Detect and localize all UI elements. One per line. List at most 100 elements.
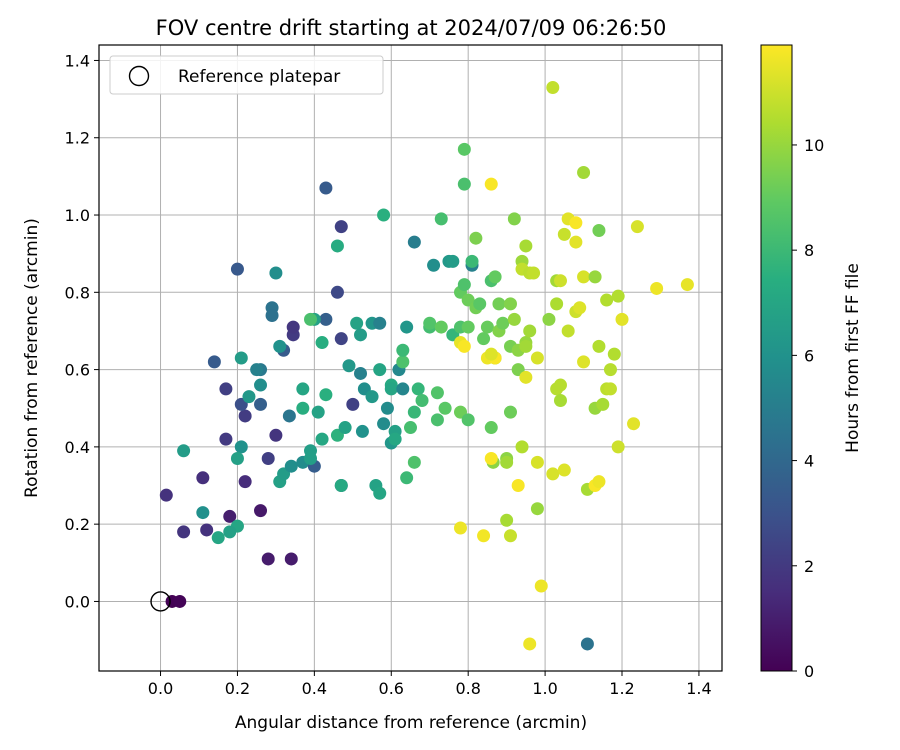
data-point <box>282 409 296 423</box>
y-tick-label: 0.8 <box>65 283 90 302</box>
data-point <box>377 208 391 222</box>
data-point <box>507 212 521 226</box>
data-point <box>400 320 414 334</box>
data-point <box>319 312 333 326</box>
data-point <box>484 177 498 191</box>
data-point <box>496 316 510 330</box>
data-point <box>254 378 268 392</box>
x-tick-label: 0.4 <box>302 679 327 698</box>
data-point <box>400 471 414 485</box>
data-point <box>250 363 264 377</box>
data-point <box>304 312 318 326</box>
data-point <box>627 417 641 431</box>
data-point <box>234 440 248 454</box>
data-point <box>523 637 537 651</box>
colorbar-tick-label: 2 <box>804 557 814 576</box>
legend-entry-reference-platepar: Reference platepar <box>178 67 340 87</box>
data-point <box>469 231 483 245</box>
y-tick-label: 1.0 <box>65 206 90 225</box>
data-point <box>238 409 252 423</box>
data-point <box>254 504 268 518</box>
data-point <box>159 488 173 502</box>
data-point <box>273 339 287 353</box>
data-point <box>492 297 506 311</box>
data-point <box>477 332 491 346</box>
data-point <box>519 339 533 353</box>
data-point <box>350 316 364 330</box>
x-tick-label: 0.6 <box>379 679 404 698</box>
data-point <box>569 235 583 249</box>
x-axis-label: Angular distance from reference (arcmin) <box>235 713 587 733</box>
data-point <box>530 502 544 516</box>
data-point <box>519 370 533 384</box>
data-point <box>200 523 214 537</box>
data-point <box>269 266 283 280</box>
data-point <box>396 382 410 396</box>
data-point <box>334 220 348 234</box>
data-point <box>500 513 514 527</box>
data-point <box>338 421 352 435</box>
data-point <box>261 451 275 465</box>
data-point <box>434 212 448 226</box>
data-point <box>473 297 487 311</box>
data-point <box>484 421 498 435</box>
data-point <box>284 459 298 473</box>
data-point <box>261 552 275 566</box>
data-point <box>542 312 556 326</box>
axis-ticks: 0.0 0.2 0.4 0.6 0.8 1.0 1.2 1.4 0.0 0.2 0.4 0.6 0.8 1… <box>65 51 712 698</box>
x-tick-label: 0.8 <box>455 679 480 698</box>
y-tick-label: 0.6 <box>65 361 90 380</box>
data-point <box>238 475 252 489</box>
y-tick-label: 0.4 <box>65 438 90 457</box>
data-point <box>480 320 494 334</box>
colorbar-tick-label: 0 <box>804 662 814 681</box>
colorbar: 0 2 4 6 8 10 Hours from first FF file <box>760 44 863 681</box>
data-point <box>330 285 344 299</box>
data-point <box>611 289 625 303</box>
data-point <box>427 258 441 272</box>
data-point <box>311 405 325 419</box>
data-point <box>553 378 567 392</box>
data-point <box>269 428 283 442</box>
y-tick-label: 1.2 <box>65 129 90 148</box>
data-point <box>342 359 356 373</box>
data-point <box>354 366 368 380</box>
data-point <box>446 254 460 268</box>
data-point <box>223 525 237 539</box>
data-point <box>457 177 471 191</box>
chart-title: FOV centre drift starting at 2024/07/09 … <box>156 16 667 40</box>
y-axis-label: Rotation from reference (arcmin) <box>22 218 42 498</box>
data-point <box>430 413 444 427</box>
data-point <box>457 278 471 292</box>
data-points <box>150 81 694 651</box>
data-point <box>384 382 398 396</box>
y-tick-label: 0.2 <box>65 515 90 534</box>
data-point <box>503 405 517 419</box>
data-point <box>423 316 437 330</box>
data-point <box>177 444 191 458</box>
data-point <box>592 223 606 237</box>
colorbar-gradient <box>760 44 793 672</box>
data-point <box>477 529 491 543</box>
colorbar-tick-label: 8 <box>804 241 814 260</box>
data-point <box>453 521 467 535</box>
data-point <box>546 81 560 95</box>
data-point <box>507 312 521 326</box>
data-point <box>223 509 237 523</box>
data-point <box>573 301 587 315</box>
data-point <box>461 320 475 334</box>
data-point <box>511 479 525 493</box>
data-point <box>603 382 617 396</box>
data-point <box>577 270 591 284</box>
data-point <box>219 382 233 396</box>
data-point <box>196 506 210 520</box>
data-point <box>411 382 425 396</box>
data-point <box>600 293 614 307</box>
x-tick-label: 1.2 <box>609 679 634 698</box>
colorbar-tick-label: 4 <box>804 452 814 471</box>
x-tick-label: 1.0 <box>532 679 557 698</box>
data-point <box>557 463 571 477</box>
data-point <box>588 270 602 284</box>
x-tick-label: 0.2 <box>225 679 250 698</box>
data-point <box>650 281 664 295</box>
